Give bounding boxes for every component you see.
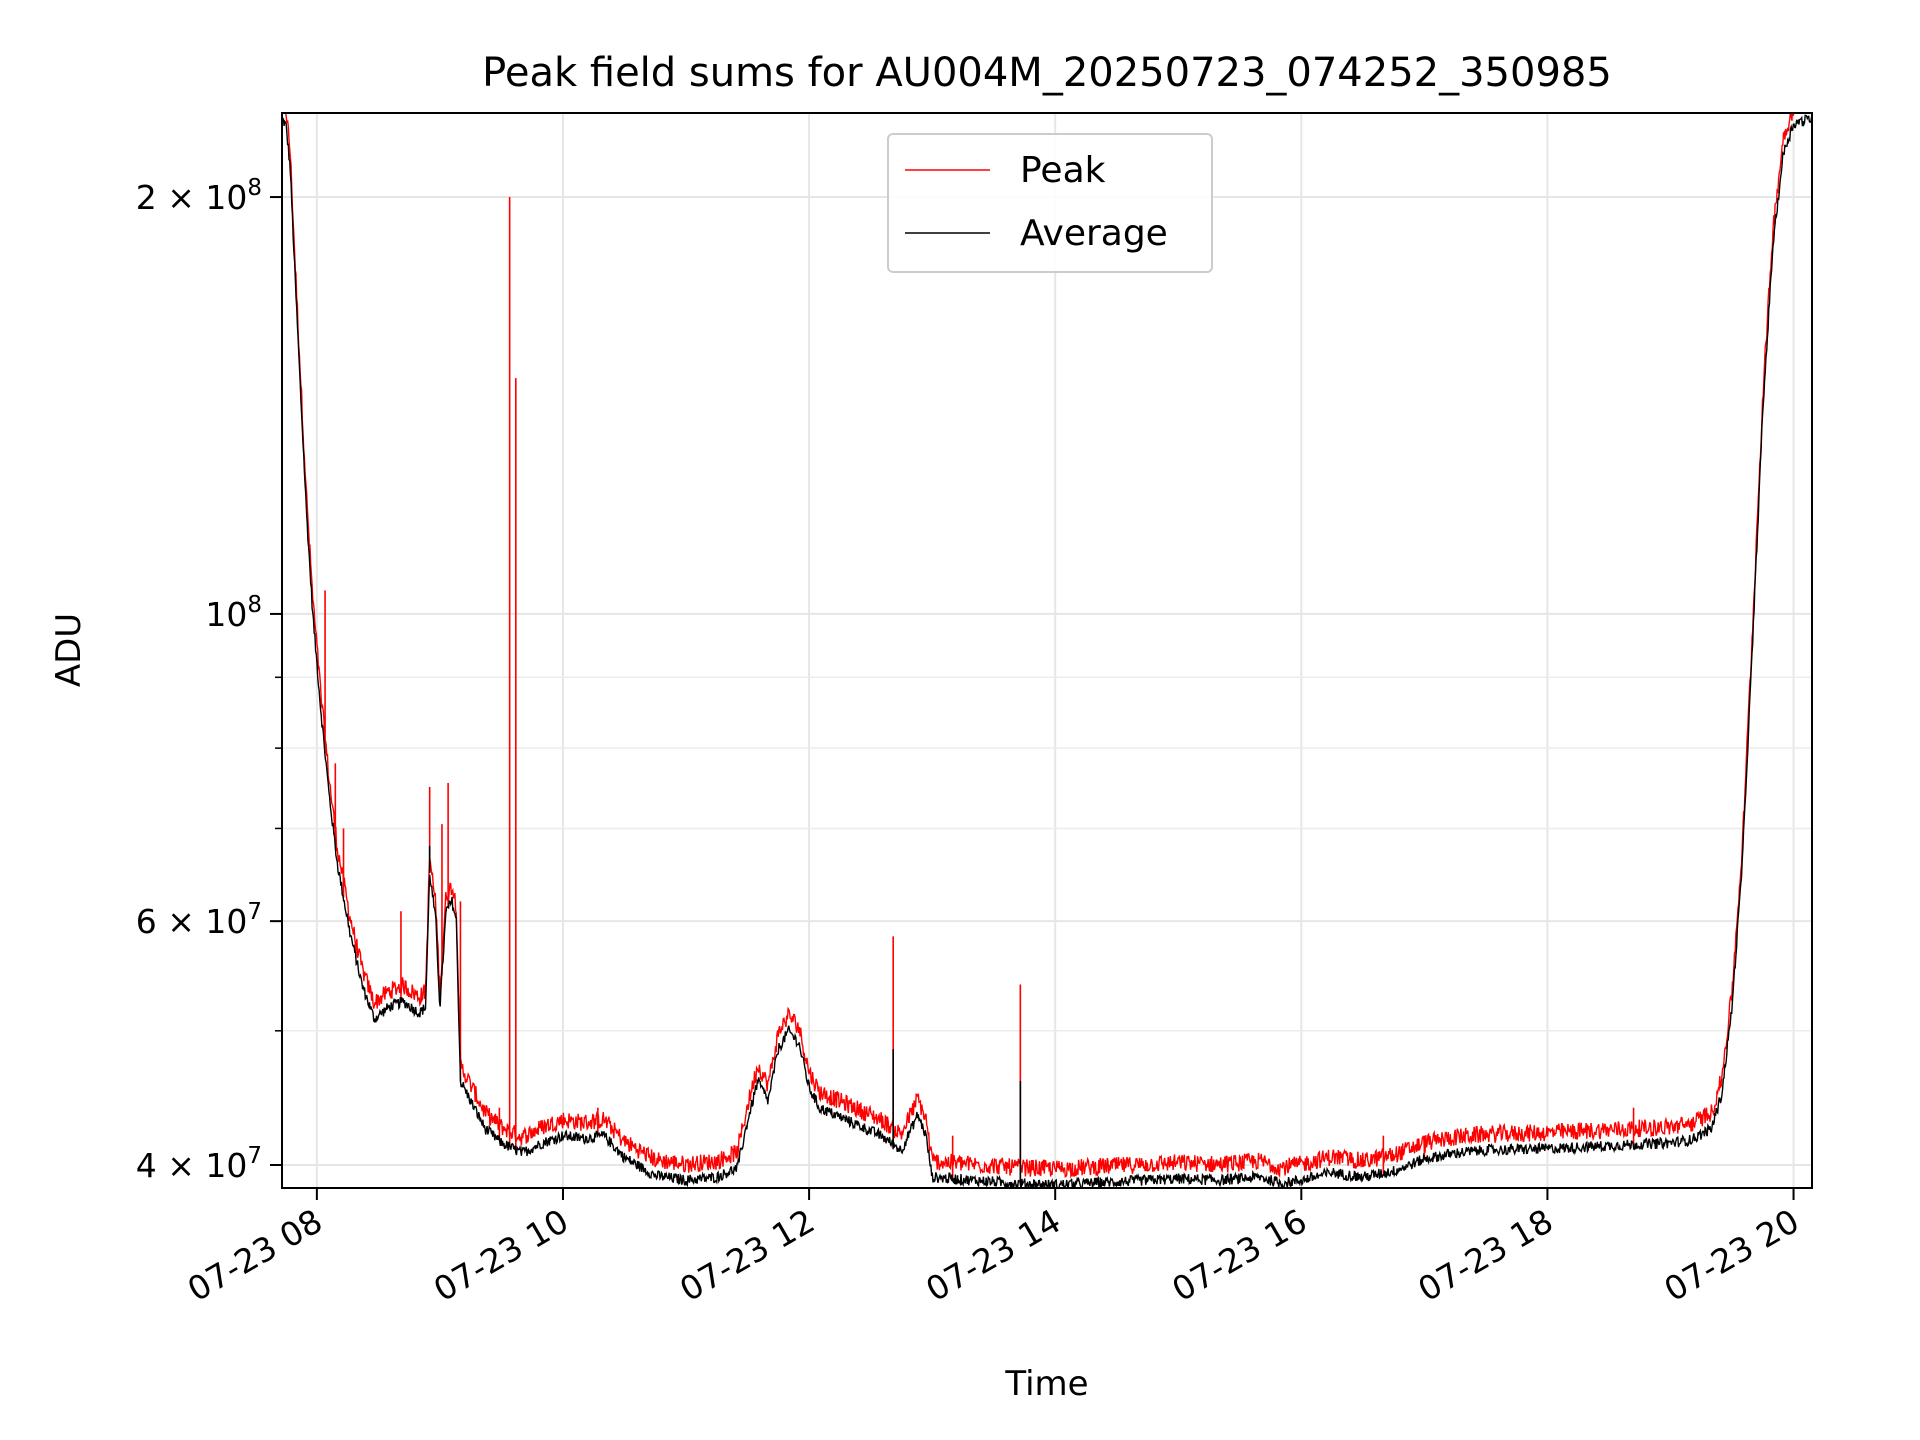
- y-tick-label: 6 × 107: [136, 899, 262, 941]
- x-axis-label: Time: [1004, 1364, 1088, 1404]
- plot-area: [282, 113, 1812, 1188]
- axes-frame: [281, 112, 1813, 1189]
- series-average-line: [282, 114, 1812, 1188]
- y-tick-label: 2 × 108: [136, 175, 262, 217]
- legend-label-average: Average: [1020, 213, 1168, 254]
- y-tick-label: 108: [205, 592, 262, 634]
- y-axis: 4 × 107 6 × 107 108 2 × 108: [136, 175, 282, 1185]
- legend-label-peak: Peak: [1020, 150, 1106, 191]
- y-tick-label: 4 × 107: [136, 1143, 262, 1185]
- y-axis-label: ADU: [49, 613, 89, 687]
- legend-box: [887, 133, 1213, 273]
- series-peak-line: [284, 113, 1804, 1179]
- chart-title: Peak field sums for AU004M_20250723_0742…: [482, 50, 1612, 96]
- legend: Peak Average: [887, 133, 1213, 273]
